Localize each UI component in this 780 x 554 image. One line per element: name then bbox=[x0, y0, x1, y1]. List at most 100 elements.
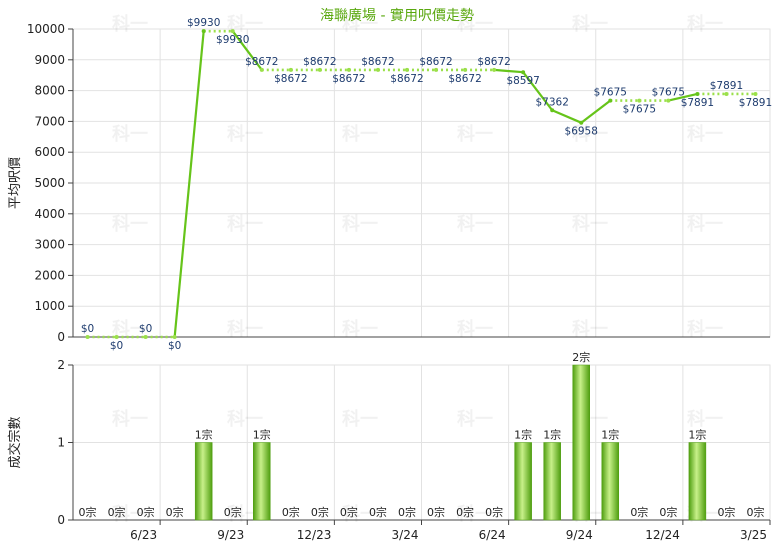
bar-value-label: 0宗 bbox=[717, 505, 735, 519]
line-point bbox=[172, 335, 177, 339]
line-point bbox=[143, 335, 148, 339]
line-point bbox=[404, 67, 409, 72]
point-value-label: $0 bbox=[168, 340, 181, 352]
bar bbox=[688, 442, 707, 521]
line-point bbox=[695, 91, 700, 96]
watermark-text: 科一 bbox=[112, 318, 148, 340]
bar bbox=[601, 442, 620, 521]
y-tick-label: 8000 bbox=[34, 84, 65, 98]
x-tick-label: 6/23 bbox=[130, 528, 157, 542]
bar-value-label: 1宗 bbox=[688, 428, 706, 442]
y-tick-label: 0 bbox=[57, 330, 65, 344]
bar-value-label: 0宗 bbox=[166, 505, 184, 519]
point-value-label: $9930 bbox=[187, 17, 220, 29]
point-value-label: $6958 bbox=[565, 126, 598, 138]
line-point bbox=[434, 67, 439, 72]
line-segment bbox=[231, 30, 263, 72]
watermark-text: 科一 bbox=[227, 408, 263, 430]
watermark-text: 科一 bbox=[572, 213, 608, 235]
point-value-label: $7675 bbox=[623, 104, 656, 116]
y-tick-label: 9000 bbox=[34, 53, 65, 67]
line-segment bbox=[493, 68, 525, 74]
watermark-text: 科一 bbox=[112, 13, 148, 35]
x-tick-label: 12/24 bbox=[645, 528, 680, 542]
watermark-text: 科一 bbox=[457, 13, 493, 35]
line-point bbox=[521, 70, 526, 75]
point-value-label: $7891 bbox=[739, 97, 772, 109]
bar-value-label: 0宗 bbox=[485, 505, 503, 519]
point-value-label: $9930 bbox=[216, 34, 249, 46]
point-value-label: $8672 bbox=[274, 73, 307, 85]
point-value-label: $8672 bbox=[245, 56, 278, 68]
line-point bbox=[463, 67, 468, 72]
line-point bbox=[201, 29, 206, 34]
bar bbox=[543, 442, 561, 521]
watermark-text: 科一 bbox=[112, 408, 148, 430]
point-value-label: $8672 bbox=[303, 56, 336, 68]
chart-title: 海聯廣場 - 實用呎價走勢 bbox=[320, 7, 474, 24]
point-value-label: $8672 bbox=[361, 56, 394, 68]
point-value-label: $8597 bbox=[506, 75, 539, 87]
watermark-text: 科一 bbox=[687, 213, 723, 235]
point-value-label: $7891 bbox=[681, 97, 714, 109]
line-point bbox=[375, 67, 380, 72]
y-tick-label: 0 bbox=[57, 513, 65, 527]
watermark-text: 科一 bbox=[342, 123, 378, 145]
watermark-text: 科一 bbox=[687, 123, 723, 145]
bar-value-label: 0宗 bbox=[746, 505, 764, 519]
bar-value-label: 1宗 bbox=[514, 428, 532, 442]
y-tick-label: 2 bbox=[57, 358, 65, 372]
x-tick-label: 3/24 bbox=[392, 528, 419, 542]
y-axis-label: 成交宗數 bbox=[7, 416, 23, 468]
point-value-label: $0 bbox=[81, 323, 94, 335]
watermark-text: 科一 bbox=[227, 13, 263, 35]
point-value-label: $8672 bbox=[390, 73, 423, 85]
bar-value-label: 0宗 bbox=[630, 505, 648, 519]
line-point bbox=[492, 67, 497, 72]
bar-value-label: 0宗 bbox=[369, 505, 387, 519]
line-point bbox=[114, 335, 119, 339]
point-value-label: $8672 bbox=[477, 56, 510, 68]
watermark-text: 科一 bbox=[457, 318, 493, 340]
watermark-text: 科一 bbox=[342, 318, 378, 340]
watermark-text: 科一 bbox=[112, 123, 148, 145]
watermark-text: 科一 bbox=[457, 408, 493, 430]
bar-value-label: 1宗 bbox=[253, 428, 271, 442]
watermark-text: 科一 bbox=[227, 213, 263, 235]
bar bbox=[253, 442, 271, 521]
point-value-label: $0 bbox=[139, 323, 152, 335]
line-point bbox=[724, 91, 729, 96]
bar-value-label: 0宗 bbox=[224, 505, 242, 519]
watermark-text: 科一 bbox=[112, 503, 148, 525]
watermark-text: 科一 bbox=[687, 13, 723, 35]
bar bbox=[514, 442, 532, 521]
line-point bbox=[666, 98, 671, 103]
line-point bbox=[317, 67, 322, 72]
line-segment bbox=[667, 92, 699, 102]
watermark-text: 科一 bbox=[687, 318, 723, 340]
bar-value-label: 0宗 bbox=[108, 505, 126, 519]
watermark-text: 科一 bbox=[227, 318, 263, 340]
watermark-text: 科一 bbox=[342, 408, 378, 430]
x-tick-label: 12/23 bbox=[297, 528, 332, 542]
bar-value-label: 1宗 bbox=[543, 428, 561, 442]
line-point bbox=[85, 335, 90, 339]
y-tick-label: 1 bbox=[57, 436, 65, 450]
bar-value-label: 1宗 bbox=[195, 428, 213, 442]
bar-value-label: 0宗 bbox=[282, 505, 300, 519]
watermark-text: 科一 bbox=[457, 213, 493, 235]
x-tick-label: 9/23 bbox=[217, 528, 244, 542]
point-value-label: $7891 bbox=[710, 80, 743, 92]
bar bbox=[572, 364, 590, 521]
bar-value-label: 0宗 bbox=[427, 505, 445, 519]
bar-value-label: 0宗 bbox=[398, 505, 416, 519]
bar-value-label: 0宗 bbox=[79, 505, 97, 519]
line-point bbox=[579, 120, 584, 125]
line-point bbox=[230, 29, 235, 34]
x-tick-label: 6/24 bbox=[479, 528, 506, 542]
watermark-text: 科一 bbox=[572, 13, 608, 35]
line-point bbox=[346, 67, 351, 72]
line-segment bbox=[522, 71, 554, 112]
bar-value-label: 0宗 bbox=[311, 505, 329, 519]
